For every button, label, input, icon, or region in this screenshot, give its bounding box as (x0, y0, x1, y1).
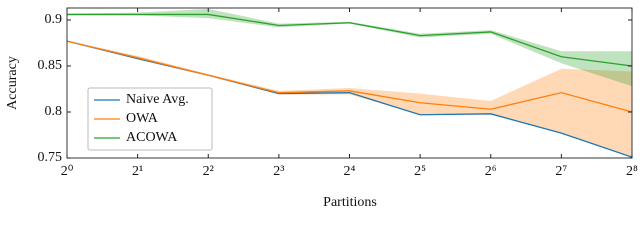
legend-label: Naive Avg. (126, 92, 189, 107)
y-tick-label: 0.8 (45, 104, 63, 119)
x-axis-label: Partitions (323, 195, 377, 210)
legend-box (87, 87, 213, 151)
x-tick-label: 2⁰ (61, 164, 74, 179)
line (66, 40, 633, 113)
x-tick-label: 2³ (273, 164, 284, 179)
x-tick-label: 2⁶ (485, 164, 497, 179)
x-tick-label: 2⁵ (414, 164, 426, 179)
x-tick-label: 2² (203, 164, 214, 179)
legend: Naive Avg. OWA ACOWA (87, 87, 213, 151)
x-tick-label: 2⁸ (626, 164, 638, 179)
legend-label: ACOWA (126, 130, 178, 145)
chart: Partitions Accuracy 2⁰ 2¹ 2² 2³ 2⁴ 2⁵ 2⁶ 2⁷ 2⁸ 0.… (5, 7, 638, 210)
x-tick-label: 2¹ (132, 164, 143, 179)
confidence-band (67, 8, 632, 87)
line (67, 13, 633, 67)
y-tick-label: 0.85 (38, 58, 63, 73)
y-axis-label: Accuracy (5, 56, 20, 110)
y-tick-label: 0.9 (45, 12, 63, 27)
confidence-band (67, 41, 632, 157)
x-tick-label: 2⁷ (555, 164, 567, 179)
y-tick-label: 0.75 (38, 150, 63, 165)
legend-label: OWA (126, 111, 159, 126)
x-tick-label: 2⁴ (344, 164, 356, 179)
